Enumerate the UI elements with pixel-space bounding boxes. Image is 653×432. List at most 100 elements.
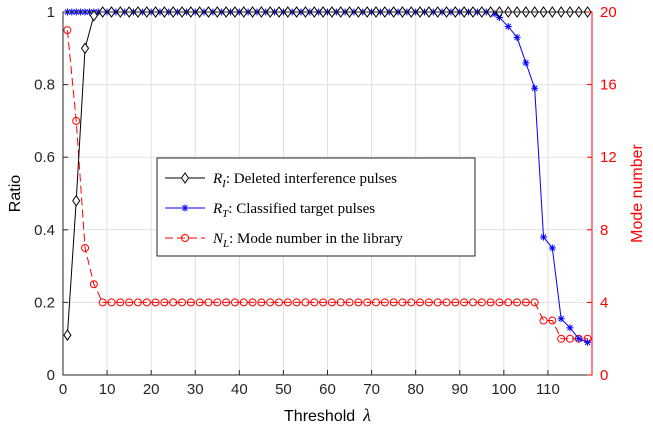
- data-point-nl: [248, 298, 257, 307]
- data-point-nl: [310, 298, 319, 307]
- y-tick-label-right: 20: [600, 4, 617, 21]
- data-point-ri: [63, 329, 72, 341]
- series-nl: [63, 26, 592, 343]
- y-tick-label-right: 12: [600, 149, 617, 166]
- data-point-nl: [407, 298, 416, 307]
- data-point-rt: [513, 33, 521, 41]
- data-point-nl: [292, 298, 301, 307]
- data-point-nl: [380, 298, 389, 307]
- data-point-nl: [565, 334, 574, 343]
- data-point-nl: [283, 298, 292, 307]
- data-point-nl: [125, 298, 134, 307]
- x-tick-label: 70: [363, 381, 380, 398]
- data-point-nl: [275, 298, 284, 307]
- data-point-nl: [133, 298, 142, 307]
- x-tick-label: 100: [491, 381, 516, 398]
- data-point-nl: [89, 280, 98, 289]
- data-point-nl: [160, 298, 169, 307]
- data-point-nl: [477, 298, 486, 307]
- data-point-nl: [504, 298, 513, 307]
- y-tick-label-left: 0.6: [34, 149, 55, 166]
- y-tick-label-right: 16: [600, 77, 617, 94]
- data-point-nl: [521, 298, 530, 307]
- y-tick-label-left: 0.2: [34, 294, 55, 311]
- data-point-nl: [107, 298, 116, 307]
- data-point-nl: [433, 298, 442, 307]
- x-axis-title-symbol: λ: [362, 405, 371, 425]
- data-point-nl: [336, 298, 345, 307]
- data-point-nl: [239, 298, 248, 307]
- legend: RI: Deleted interference pulses RT: Class…: [156, 157, 476, 257]
- data-point-nl: [442, 298, 451, 307]
- data-point-nl: [424, 298, 433, 307]
- data-point-nl: [468, 298, 477, 307]
- data-point-nl: [319, 298, 328, 307]
- y-tick-label-left: 1: [47, 4, 55, 21]
- data-point-nl: [178, 298, 187, 307]
- data-point-nl: [513, 298, 522, 307]
- legend-box: [156, 157, 476, 257]
- data-point-ri: [80, 42, 90, 55]
- data-point-nl: [486, 298, 495, 307]
- axis-ticks: [62, 11, 593, 376]
- data-point-nl: [230, 298, 239, 307]
- y-tick-label-left: 0.8: [34, 77, 55, 94]
- y-tick-label-left: 0.4: [34, 222, 55, 239]
- x-tick-label: 110: [536, 381, 560, 398]
- data-point-nl: [389, 298, 398, 307]
- legend-marker-rt: [181, 204, 189, 212]
- data-point-nl: [213, 298, 222, 307]
- legend-entry-nl: NL: Mode number in the library: [212, 231, 403, 250]
- data-point-nl: [354, 298, 363, 307]
- data-point-rt: [522, 59, 530, 67]
- data-point-nl: [222, 298, 231, 307]
- data-point-rt: [575, 335, 583, 343]
- data-point-nl: [363, 298, 372, 307]
- data-point-nl: [63, 26, 72, 35]
- data-point-ri: [89, 9, 98, 22]
- x-axis-title-text: Threshold: [284, 408, 355, 425]
- x-tick-label: 50: [275, 381, 292, 398]
- data-point-nl: [204, 298, 213, 307]
- y-tick-label-right: 0: [600, 367, 608, 384]
- data-point-nl: [98, 298, 107, 307]
- x-tick-label: 60: [319, 381, 336, 398]
- data-point-ri: [72, 194, 81, 207]
- series-line-nl: [66, 30, 588, 340]
- tick-labels: 0 10 20 30 40 50 60 70 80 90 100 11000.20.40.60.810…: [34, 4, 617, 398]
- y-axis-title-right: Mode number: [629, 143, 646, 242]
- data-point-nl: [257, 298, 266, 307]
- x-tick-label: 0: [59, 381, 67, 398]
- data-point-nl: [72, 116, 81, 125]
- data-point-nl: [327, 298, 336, 307]
- y-axis-title-left: Ratio: [7, 175, 24, 212]
- legend-entry-rt: RT: Classified target pulses: [212, 201, 375, 220]
- data-point-nl: [548, 316, 557, 325]
- data-point-rt: [504, 23, 512, 31]
- data-point-nl: [186, 298, 195, 307]
- x-tick-label: 40: [231, 381, 248, 398]
- data-point-rt: [548, 244, 556, 252]
- data-point-rt: [566, 324, 574, 332]
- y-tick-label-left: 0: [47, 367, 55, 384]
- data-point-nl: [539, 316, 548, 325]
- data-point-nl: [301, 298, 310, 307]
- data-point-nl: [142, 298, 151, 307]
- data-point-nl: [451, 298, 460, 307]
- data-point-nl: [460, 298, 469, 307]
- y-tick-label-right: 4: [600, 294, 608, 311]
- x-tick-label: 80: [407, 381, 424, 398]
- data-point-rt: [540, 233, 548, 241]
- data-point-nl: [557, 334, 566, 343]
- x-tick-label: 10: [99, 381, 116, 398]
- data-point-nl: [151, 298, 160, 307]
- legend-marker-nl: [181, 234, 189, 242]
- x-tick-label: 20: [143, 381, 160, 398]
- data-point-nl: [398, 298, 407, 307]
- y-tick-label-right: 8: [600, 222, 608, 239]
- data-point-rt: [584, 338, 592, 346]
- data-point-nl: [116, 298, 125, 307]
- data-point-nl: [169, 298, 178, 307]
- data-point-nl: [371, 298, 380, 307]
